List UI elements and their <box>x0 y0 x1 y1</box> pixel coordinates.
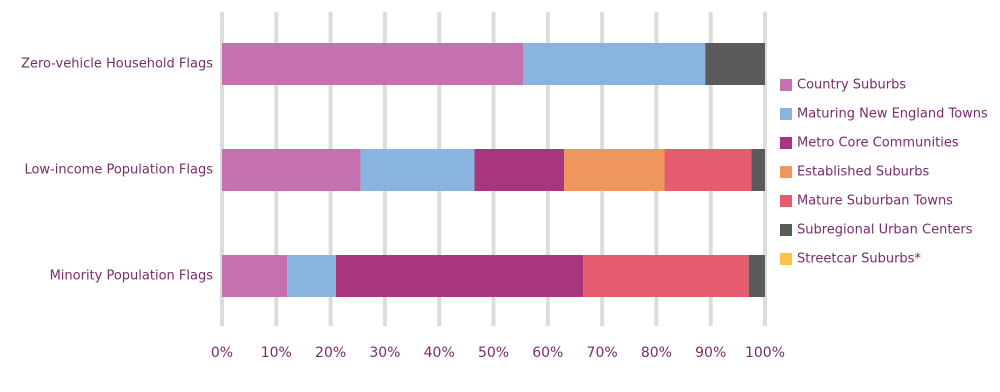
bar-segment <box>705 43 765 85</box>
x-tick-label: 80% <box>641 345 672 361</box>
bar-segment <box>564 149 665 191</box>
y-tick-label: Minority Population Flags <box>50 269 214 284</box>
x-tick-label: 30% <box>369 345 400 361</box>
bar-segment <box>664 149 752 191</box>
legend-label: Subregional Urban Centers <box>797 223 973 238</box>
y-tick-label: Low-income Population Flags <box>24 163 213 178</box>
x-tick-label: 100% <box>745 345 785 361</box>
legend-swatch <box>780 166 792 178</box>
legend-label: Metro Core Communities <box>797 136 959 151</box>
legend-label: Maturing New England Towns <box>797 107 988 122</box>
x-tick-label: 20% <box>315 345 346 361</box>
bar-segment <box>336 255 584 297</box>
x-tick-label: 70% <box>587 345 618 361</box>
bar-segment <box>222 43 524 85</box>
legend-label: Mature Suburban Towns <box>797 194 953 209</box>
bar-segment <box>360 149 475 191</box>
legend-swatch <box>780 224 792 236</box>
x-tick-label: 50% <box>478 345 509 361</box>
bar-segment <box>222 149 361 191</box>
y-tick-label: Zero-vehicle Household Flags <box>21 57 213 72</box>
x-tick-label: 10% <box>261 345 292 361</box>
x-tick-label: 0% <box>211 345 233 361</box>
legend-label: Country Suburbs <box>797 78 906 93</box>
x-tick-label: 40% <box>424 345 455 361</box>
bar-segment <box>583 255 749 297</box>
bar-segment <box>748 255 765 297</box>
bar-segment <box>751 149 765 191</box>
legend-label: Established Suburbs <box>797 165 929 180</box>
bar-segment <box>287 255 337 297</box>
x-tick-label: 60% <box>532 345 563 361</box>
bar-segment <box>523 43 706 85</box>
bar-segment <box>474 149 565 191</box>
legend-swatch <box>780 137 792 149</box>
x-tick-label: 90% <box>695 345 726 361</box>
legend-swatch <box>780 253 792 265</box>
bar-segment <box>222 255 288 297</box>
legend-swatch <box>780 195 792 207</box>
legend-swatch <box>780 79 792 91</box>
legend-swatch <box>780 108 792 120</box>
legend-label: Streetcar Suburbs* <box>797 252 921 267</box>
